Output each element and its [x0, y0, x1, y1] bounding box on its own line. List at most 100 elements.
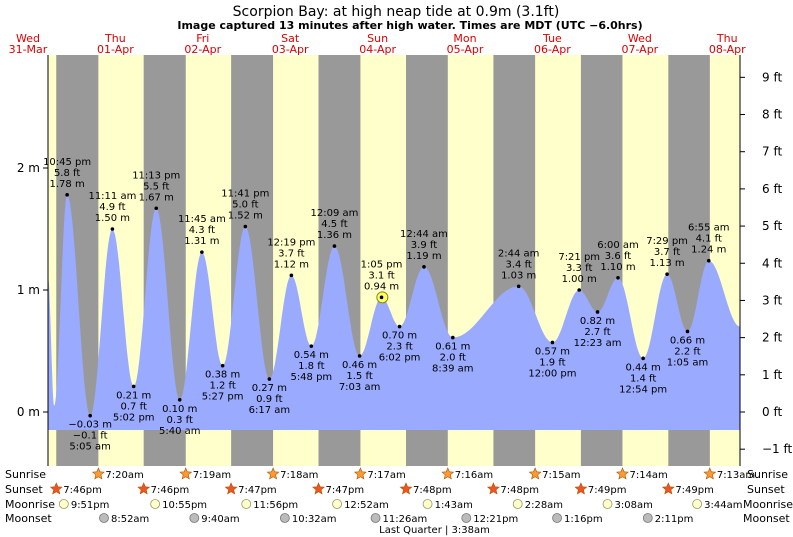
day-date-label: 31-Mar — [9, 43, 48, 56]
moonrise-icon — [602, 499, 613, 509]
moonrise-icon — [512, 499, 523, 509]
sunset-icon — [574, 482, 588, 495]
extreme-ft-label: 0.9 ft — [256, 394, 282, 405]
extreme-time-label: 7:21 pm — [558, 252, 600, 263]
high-tide-point — [65, 193, 69, 197]
extreme-m-label: 1.36 m — [317, 230, 352, 241]
plot-frame — [47, 55, 741, 466]
right-tick-label: 1 ft — [762, 368, 782, 382]
extreme-m-label: 1.03 m — [501, 270, 536, 281]
moonset-icon — [642, 513, 653, 523]
extreme-time-label: 5:27 pm — [202, 392, 244, 403]
extreme-ft-label: 1.9 ft — [539, 357, 565, 368]
extreme-ft-label: 3.3 ft — [566, 263, 592, 274]
moonset-time: 2:11pm — [655, 514, 694, 525]
moonset-time: 12:21pm — [473, 514, 518, 525]
moonset-time: 9:40am — [201, 514, 239, 525]
day-labels: Wed31-MarThu01-AprFri02-AprSat03-AprSun0… — [9, 32, 747, 56]
moonset-icon — [189, 513, 200, 523]
day-weekday-label: Thu — [104, 32, 126, 45]
high-tide-point — [616, 276, 620, 280]
extreme-time-label: 7:03 am — [339, 382, 381, 393]
extreme-ft-label: 4.3 ft — [189, 225, 215, 236]
moonrise-time: 1:43am — [435, 500, 473, 511]
sunset-time: 7:47pm — [238, 485, 277, 496]
low-tide-point — [641, 356, 645, 361]
low-tide-point — [595, 310, 600, 314]
moonrise-time: 3:08am — [615, 500, 653, 511]
sunrise-icon — [528, 467, 542, 480]
day-weekday-label: Wed — [16, 32, 40, 45]
sunrise-icon — [441, 467, 455, 480]
extreme-time-label: 11:11 am — [88, 191, 136, 202]
extreme-ft-label: 3.4 ft — [505, 259, 531, 270]
extreme-m-label: 1.10 m — [600, 262, 635, 273]
extreme-m-label: 0.44 m — [626, 362, 661, 373]
extreme-m-label: 1.12 m — [274, 259, 309, 270]
extreme-m-label: 0.27 m — [252, 383, 287, 394]
sunset-time: 7:48pm — [413, 485, 452, 496]
moonrise-time: 10:55pm — [162, 500, 207, 511]
moonrise-icon — [332, 499, 342, 509]
tide-area — [48, 194, 740, 430]
extreme-time-label: 11:13 pm — [132, 170, 180, 181]
extreme-m-label: 0.94 m — [364, 281, 399, 292]
extreme-ft-label: 0.3 ft — [167, 415, 193, 426]
right-tick-label: 6 ft — [762, 182, 782, 196]
high-tide-point — [332, 244, 337, 248]
extreme-time-label: 5:40 am — [159, 426, 201, 437]
moonrise-time: 12:52am — [344, 500, 389, 511]
day-weekday-label: Sat — [281, 32, 300, 45]
moonset-icon — [370, 513, 381, 523]
moonset-icon — [552, 513, 562, 523]
extreme-m-label: 1.31 m — [184, 236, 219, 247]
extreme-time-label: 1:05 am — [667, 357, 709, 368]
right-tick-label: 7 ft — [762, 145, 782, 159]
right-tick-label: 3 ft — [762, 293, 782, 307]
high-tide-point — [200, 250, 204, 254]
day-date-label: 08-Apr — [709, 43, 746, 56]
extreme-ft-label: 1.8 ft — [298, 361, 324, 372]
extreme-ft-label: 2.7 ft — [584, 327, 610, 338]
moonrise-row-label-right: Moonrise — [743, 498, 793, 511]
sunset-time: 7:49pm — [675, 485, 714, 496]
sun-moon-table: 7:20am 7:19am 7:18am 7:17am 7:16am 7:15am 7:14… — [49, 467, 755, 536]
moonset-icon — [99, 513, 109, 523]
moonrise-icon — [58, 499, 69, 509]
high-tide-point — [243, 224, 248, 229]
extreme-time-label: 6:17 am — [249, 405, 291, 416]
day-date-label: 02-Apr — [184, 43, 221, 56]
low-tide-point — [267, 377, 272, 381]
extreme-m-label: 0.70 m — [382, 331, 417, 342]
sunset-icon — [224, 482, 238, 495]
sunrise-time: 7:19am — [193, 470, 231, 481]
sunset-time: 7:47pm — [326, 485, 365, 496]
extreme-ft-label: 3.9 ft — [411, 240, 437, 251]
extreme-ft-label: 5.0 ft — [232, 200, 258, 211]
extreme-m-label: 1.13 m — [649, 258, 684, 269]
extreme-m-label: 1.19 m — [406, 251, 441, 262]
right-tick-label: 2 ft — [762, 331, 782, 345]
low-tide-point — [88, 413, 92, 418]
extreme-m-label: 1.67 m — [139, 192, 174, 203]
extreme-ft-label: 5.5 ft — [143, 181, 169, 192]
extreme-time-label: 6:00 am — [597, 240, 639, 251]
extreme-time-label: 12:09 am — [311, 208, 359, 219]
moon-phase-label: Last Quarter | 3:38am — [379, 525, 490, 536]
sunrise-icon — [616, 467, 629, 480]
extreme-ft-label: 5.8 ft — [54, 168, 80, 179]
extreme-m-label: 0.10 m — [162, 404, 197, 415]
high-tide-point — [110, 227, 115, 231]
sunrise-icon — [703, 467, 717, 480]
extreme-ft-label: 4.9 ft — [99, 202, 125, 213]
sunset-row-label-right: Sunset — [747, 483, 785, 496]
extreme-m-label: 1.50 m — [95, 213, 130, 224]
sunrise-time: 7:15am — [542, 470, 580, 481]
extreme-ft-label: 1.2 ft — [209, 381, 235, 392]
extreme-time-label: 11:41 pm — [221, 189, 269, 200]
extreme-m-label: 1.52 m — [228, 211, 263, 222]
extreme-ft-label: 3.7 ft — [654, 247, 680, 258]
extreme-ft-label: 3.7 ft — [278, 248, 304, 259]
extreme-m-label: 0.61 m — [435, 342, 470, 353]
